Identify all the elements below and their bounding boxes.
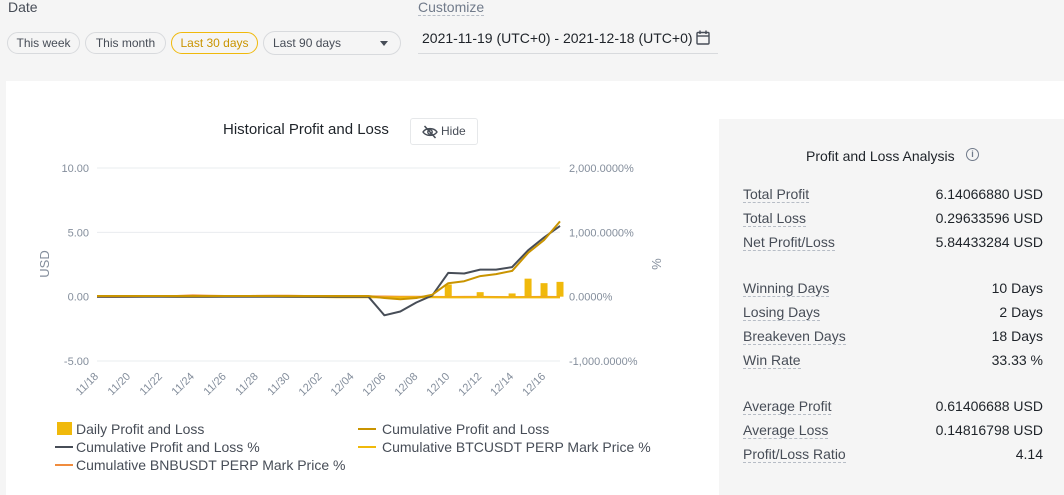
hide-label: Hide bbox=[441, 124, 466, 138]
eye-off-icon bbox=[422, 125, 438, 139]
breakeven-days-value: 18 Days bbox=[991, 328, 1043, 344]
total-profit-label[interactable]: Total Profit bbox=[743, 186, 810, 203]
x-tick-label: 11/20 bbox=[106, 371, 133, 398]
hide-chart-button[interactable]: Hide bbox=[410, 118, 478, 145]
average-profit-label[interactable]: Average Profit bbox=[743, 398, 832, 415]
x-tick-label: 12/12 bbox=[456, 371, 484, 399]
pnl-ratio-value: 4.14 bbox=[1015, 446, 1043, 462]
chart-grid bbox=[97, 167, 560, 362]
x-tick-label: 12/16 bbox=[520, 371, 548, 399]
y-axis-label: USD bbox=[37, 250, 52, 277]
customize-label[interactable]: Customize bbox=[418, 0, 485, 16]
y2-axis-ticks: 2,000.0000% 1,000.0000% 0.0000% -1,000.0000… bbox=[569, 163, 638, 368]
legend-cum-pnl-pct[interactable]: Cumulative Profit and Loss % bbox=[76, 439, 260, 455]
daily-pnl-bar bbox=[476, 292, 484, 297]
analysis-panel bbox=[719, 119, 1064, 495]
legend-swatch-daily bbox=[57, 422, 72, 435]
daily-pnl-bar bbox=[524, 278, 532, 297]
x-tick-label: 11/18 bbox=[74, 371, 101, 398]
x-tick-label: 12/04 bbox=[329, 371, 357, 399]
x-tick-label: 12/14 bbox=[488, 371, 516, 399]
legend-swatch-cum-pct bbox=[55, 446, 73, 448]
legend-swatch-btc bbox=[358, 446, 376, 448]
x-tick-label: 11/28 bbox=[233, 371, 260, 398]
legend-daily-pnl[interactable]: Daily Profit and Loss bbox=[76, 421, 205, 437]
this-month-button[interactable]: This month bbox=[85, 32, 166, 54]
y-tick-label: 10.00 bbox=[61, 163, 89, 175]
legend-swatch-cum bbox=[358, 428, 376, 430]
legend-swatch-bnb bbox=[55, 464, 73, 466]
breakeven-days-label[interactable]: Breakeven Days bbox=[743, 328, 846, 345]
legend-btc-price[interactable]: Cumulative BTCUSDT PERP Mark Price % bbox=[382, 439, 651, 455]
x-tick-label: 12/06 bbox=[361, 371, 389, 399]
pnl-chart: 10.00 5.00 0.00 -5.00 2,000.0000% 1,000.0000… bbox=[37, 163, 664, 399]
winning-days-value: 10 Days bbox=[991, 280, 1043, 296]
x-tick-label: 11/30 bbox=[265, 371, 292, 398]
pnl-ratio-label[interactable]: Profit/Loss Ratio bbox=[743, 446, 846, 463]
analysis-title: Profit and Loss Analysis bbox=[806, 148, 955, 164]
losing-days-value: 2 Days bbox=[999, 304, 1043, 320]
y-axis-ticks: 10.00 5.00 0.00 -5.00 bbox=[61, 163, 89, 368]
average-profit-value: 0.61406688 USD bbox=[935, 398, 1043, 414]
info-icon[interactable]: i bbox=[966, 148, 979, 161]
daily-pnl-bar bbox=[508, 293, 516, 297]
legend-bnb-price[interactable]: Cumulative BNBUSDT PERP Mark Price % bbox=[76, 457, 346, 473]
net-pnl-label[interactable]: Net Profit/Loss bbox=[743, 234, 835, 251]
x-tick-label: 12/02 bbox=[297, 371, 325, 399]
series-lines bbox=[96, 220, 561, 317]
x-tick-label: 11/22 bbox=[138, 371, 165, 398]
y2-tick-label: -1,000.0000% bbox=[569, 356, 638, 368]
y2-tick-label: 1,000.0000% bbox=[569, 227, 634, 239]
daily-pnl-bar bbox=[444, 284, 452, 297]
x-tick-label: 12/08 bbox=[392, 371, 420, 399]
total-loss-label[interactable]: Total Loss bbox=[743, 210, 807, 227]
calendar-icon[interactable] bbox=[696, 30, 710, 45]
series-line bbox=[97, 220, 561, 301]
average-loss-value: 0.14816798 USD bbox=[935, 422, 1043, 438]
last-30-days-button[interactable]: Last 30 days bbox=[171, 32, 258, 54]
caret-down-icon bbox=[380, 41, 388, 46]
this-week-button[interactable]: This week bbox=[7, 32, 80, 54]
x-tick-label: 11/24 bbox=[170, 371, 197, 398]
x-tick-label: 12/10 bbox=[424, 371, 452, 399]
daily-pnl-bars bbox=[444, 278, 564, 297]
total-loss-value: 0.29633596 USD bbox=[935, 210, 1043, 226]
period-select[interactable]: Last 90 days bbox=[263, 31, 401, 55]
y2-tick-label: 2,000.0000% bbox=[569, 163, 634, 175]
win-rate-value: 33.33 % bbox=[991, 352, 1043, 368]
date-range-text: 2021-11-19 (UTC+0) - 2021-12-18 (UTC+0) bbox=[422, 30, 693, 46]
x-axis-ticks: 11/18 11/20 11/22 11/24 11/26 11/28 11/30 12/02… bbox=[74, 371, 548, 399]
legend-cum-pnl[interactable]: Cumulative Profit and Loss bbox=[382, 421, 550, 437]
y-tick-label: 0.00 bbox=[68, 292, 89, 304]
y2-tick-label: 0.0000% bbox=[569, 292, 613, 304]
y-tick-label: 5.00 bbox=[68, 227, 89, 239]
net-pnl-value: 5.84433284 USD bbox=[935, 234, 1043, 250]
period-select-value: Last 90 days bbox=[273, 36, 342, 50]
average-loss-label[interactable]: Average Loss bbox=[743, 422, 829, 439]
daily-pnl-bar bbox=[556, 281, 564, 297]
total-profit-value: 6.14066880 USD bbox=[935, 186, 1043, 202]
x-tick-label: 11/26 bbox=[201, 371, 228, 398]
y2-axis-label: % bbox=[649, 258, 664, 270]
chart-title: Historical Profit and Loss bbox=[223, 121, 389, 138]
winning-days-label[interactable]: Winning Days bbox=[743, 280, 830, 297]
daily-pnl-bar bbox=[540, 283, 548, 297]
y-tick-label: -5.00 bbox=[64, 356, 89, 368]
series-line bbox=[97, 225, 561, 317]
win-rate-label[interactable]: Win Rate bbox=[743, 352, 801, 369]
date-label: Date bbox=[8, 0, 38, 15]
date-range-picker[interactable]: 2021-11-19 (UTC+0) - 2021-12-18 (UTC+0) bbox=[418, 24, 718, 54]
losing-days-label[interactable]: Losing Days bbox=[743, 304, 821, 321]
